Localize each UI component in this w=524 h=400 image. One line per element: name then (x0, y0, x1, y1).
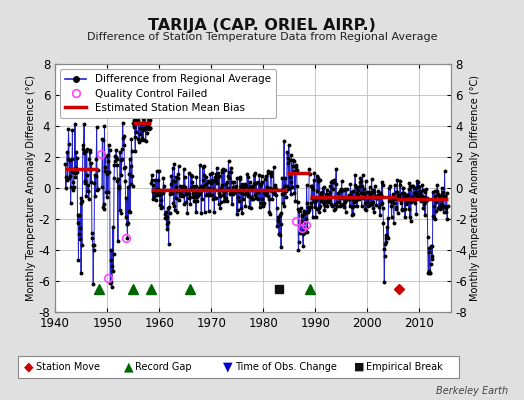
Text: ■: ■ (354, 362, 364, 372)
Legend: Difference from Regional Average, Quality Control Failed, Estimated Station Mean: Difference from Regional Average, Qualit… (60, 69, 276, 118)
Text: Station Move: Station Move (36, 362, 100, 372)
Y-axis label: Monthly Temperature Anomaly Difference (°C): Monthly Temperature Anomaly Difference (… (26, 75, 36, 301)
Text: Record Gap: Record Gap (135, 362, 192, 372)
Text: ▲: ▲ (124, 360, 133, 374)
Text: ◆: ◆ (24, 360, 34, 374)
Text: TARIJA (CAP. ORIEL AIRP.): TARIJA (CAP. ORIEL AIRP.) (148, 18, 376, 33)
Text: Time of Obs. Change: Time of Obs. Change (235, 362, 336, 372)
Y-axis label: Monthly Temperature Anomaly Difference (°C): Monthly Temperature Anomaly Difference (… (470, 75, 480, 301)
Text: Empirical Break: Empirical Break (366, 362, 442, 372)
Text: Berkeley Earth: Berkeley Earth (436, 386, 508, 396)
Text: ▼: ▼ (223, 360, 233, 374)
Text: Difference of Station Temperature Data from Regional Average: Difference of Station Temperature Data f… (87, 32, 437, 42)
